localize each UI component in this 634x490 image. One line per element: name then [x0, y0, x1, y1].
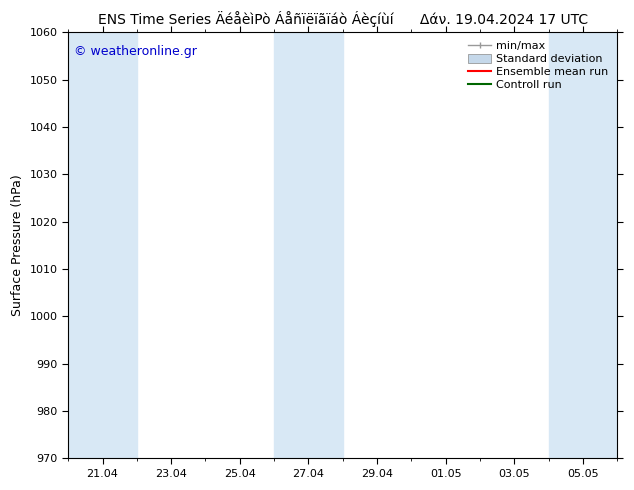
Bar — [274, 32, 343, 459]
Bar — [68, 32, 137, 459]
Y-axis label: Surface Pressure (hPa): Surface Pressure (hPa) — [11, 174, 24, 317]
Bar — [548, 32, 618, 459]
Text: © weatheronline.gr: © weatheronline.gr — [74, 45, 197, 58]
Legend: min/max, Standard deviation, Ensemble mean run, Controll run: min/max, Standard deviation, Ensemble me… — [465, 38, 612, 94]
Title: ENS Time Series ÄéåèìPò Áåñïëïãïáò Áèçíùí      Δάν. 19.04.2024 17 UTC: ENS Time Series ÄéåèìPò Áåñïëïãïáò Áèçíù… — [98, 11, 588, 27]
